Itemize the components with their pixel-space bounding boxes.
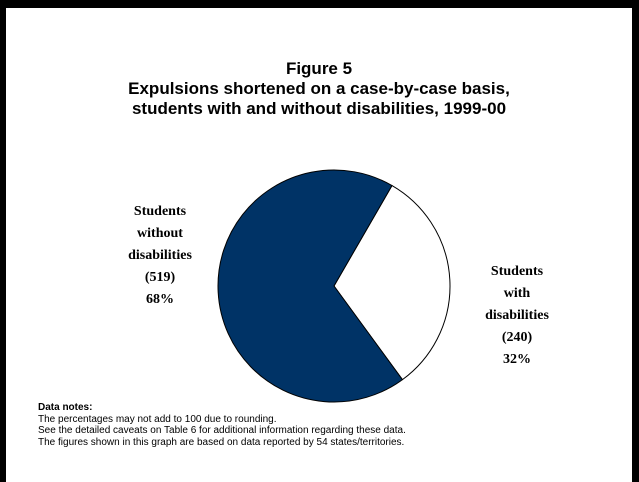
pie-slice-without-disabilities xyxy=(217,169,404,403)
data-notes-line-1: The percentages may not add to 100 due t… xyxy=(38,413,277,425)
slice-label-with-count: (240) xyxy=(501,330,533,345)
data-notes-heading: Data notes: xyxy=(38,402,93,413)
slice-label-with-disabilities: Students with disabilities (240) 32% xyxy=(462,261,572,371)
slice-label-with-line-2: with xyxy=(503,286,531,301)
slice-label-without-count: (519) xyxy=(144,270,176,285)
data-notes: Data notes: The percentages may not add … xyxy=(38,402,628,448)
chart-title-line-2: Expulsions shortened on a case-by-case b… xyxy=(128,79,510,98)
slice-label-without-line-3: disabilities xyxy=(128,248,192,263)
slice-label-with-line-3: disabilities xyxy=(485,308,549,323)
slice-label-without-line-1: Students xyxy=(133,204,187,219)
slice-label-without-disabilities: Students without disabilities (519) 68% xyxy=(100,201,220,311)
slice-label-with-percent: 32% xyxy=(503,352,531,367)
chart-title-line-3: students with and without disabilities, … xyxy=(131,99,507,118)
slice-label-without-line-2: without xyxy=(137,226,183,241)
pie-chart xyxy=(217,169,451,403)
slice-label-without-percent: 68% xyxy=(146,292,174,307)
pie-slice-with-disabilities xyxy=(333,184,451,381)
chart-frame: Figure 5 Expulsions shortened on a case-… xyxy=(6,8,632,482)
chart-title-line-1: Figure 5 xyxy=(285,59,353,78)
slice-label-with-line-1: Students xyxy=(490,264,544,279)
data-notes-line-2: See the detailed caveats on Table 6 for … xyxy=(38,425,406,436)
data-notes-line-3: The figures shown in this graph are base… xyxy=(38,436,405,448)
